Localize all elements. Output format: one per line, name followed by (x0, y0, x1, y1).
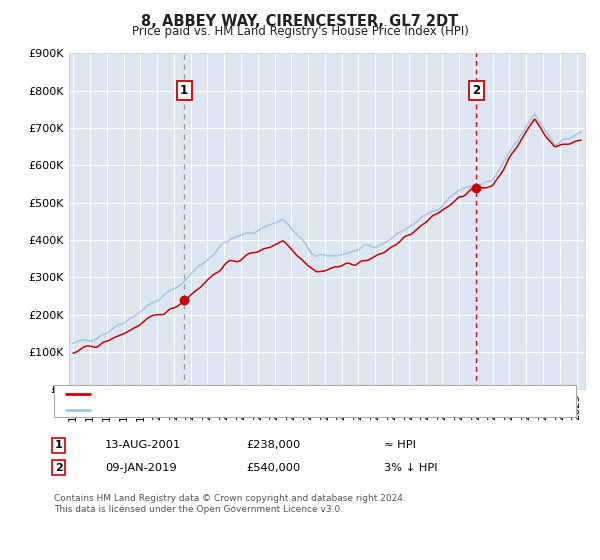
Text: 8, ABBEY WAY, CIRENCESTER, GL7 2DT: 8, ABBEY WAY, CIRENCESTER, GL7 2DT (142, 14, 458, 29)
Text: £540,000: £540,000 (246, 463, 300, 473)
Text: 1: 1 (55, 440, 62, 450)
Text: 13-AUG-2001: 13-AUG-2001 (105, 440, 181, 450)
Text: 2: 2 (55, 463, 62, 473)
Text: Price paid vs. HM Land Registry's House Price Index (HPI): Price paid vs. HM Land Registry's House … (131, 25, 469, 38)
Text: This data is licensed under the Open Government Licence v3.0.: This data is licensed under the Open Gov… (54, 505, 343, 514)
Text: 3% ↓ HPI: 3% ↓ HPI (384, 463, 437, 473)
Text: 09-JAN-2019: 09-JAN-2019 (105, 463, 176, 473)
Text: ≈ HPI: ≈ HPI (384, 440, 416, 450)
Text: 8, ABBEY WAY, CIRENCESTER, GL7 2DT (detached house): 8, ABBEY WAY, CIRENCESTER, GL7 2DT (deta… (95, 389, 407, 399)
Text: Contains HM Land Registry data © Crown copyright and database right 2024.: Contains HM Land Registry data © Crown c… (54, 494, 406, 503)
Text: 2: 2 (472, 84, 481, 97)
Text: HPI: Average price, detached house, Cotswold: HPI: Average price, detached house, Cots… (95, 405, 347, 415)
Text: £238,000: £238,000 (246, 440, 300, 450)
Text: 1: 1 (180, 84, 188, 97)
